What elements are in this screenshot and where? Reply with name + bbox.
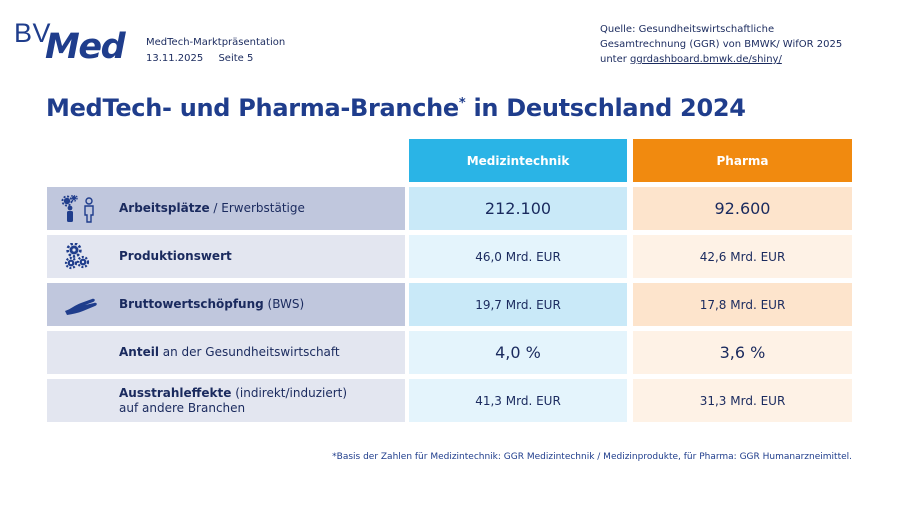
source-line-1: Quelle: Gesundheitswirtschaftliche: [600, 24, 775, 35]
row-label-bold: Ausstrahleffekte: [119, 385, 232, 400]
bvmed-logo: BV Med: [14, 18, 136, 67]
value-pharma: 17,8 Mrd. EUR: [633, 283, 852, 326]
row-label: Bruttowertschöpfung (BWS): [119, 297, 304, 312]
header-medizintechnik: Medizintechnik: [409, 139, 627, 182]
source-line-3: unter ggrdashboard.bmwk.de/shiny/: [600, 52, 890, 67]
row-label: Produktionswert: [119, 249, 232, 264]
row-label-rest: / Erwerbstätige: [209, 201, 305, 215]
gears-icon: [64, 243, 90, 270]
row-label: Arbeitsplätze / Erwerbstätige: [119, 201, 305, 216]
table-row: Bruttowertschöpfung (BWS) 19,7 Mrd. EUR …: [47, 283, 852, 326]
header-pharma: Pharma: [633, 139, 852, 182]
value-medizintechnik: 46,0 Mrd. EUR: [409, 235, 627, 278]
row-label-bold: Anteil: [119, 345, 159, 359]
table-row: Arbeitsplätze / Erwerbstätige 212.100 92…: [47, 187, 852, 230]
table-row: Anteil an der Gesundheitswirtschaft 4,0 …: [47, 331, 852, 374]
value-pharma: 92.600: [633, 187, 852, 230]
slide-title-star: *: [458, 96, 466, 111]
value-medizintechnik: 4,0 %: [409, 331, 627, 374]
slide-title-suffix: in Deutschland 2024: [465, 94, 746, 122]
table-row: Ausstrahleffekte (indirekt/induziert) auf…: [47, 379, 852, 422]
source-note: Quelle: Gesundheitswirtschaftliche Gesam…: [600, 22, 890, 67]
slide-title: MedTech- und Pharma-Branche* in Deutschl…: [46, 94, 746, 122]
value-medizintechnik: 41,3 Mrd. EUR: [409, 379, 627, 422]
value-medizintechnik: 212.100: [409, 187, 627, 230]
row-label-rest: (BWS): [263, 297, 305, 311]
footnote: *Basis der Zahlen für Medizintechnik: GG…: [332, 452, 852, 462]
row-label: Anteil an der Gesundheitswirtschaft: [119, 345, 340, 360]
row-label-cell: Anteil an der Gesundheitswirtschaft: [47, 331, 405, 374]
row-label: Ausstrahleffekte (indirekt/induziert) auf…: [119, 386, 347, 416]
table-row: Produktionswert 46,0 Mrd. EUR 42,6 Mrd. …: [47, 235, 852, 278]
presentation-meta: MedTech-Marktpräsentation 13.11.2025 Sei…: [146, 35, 285, 67]
people-gears-icon: [61, 195, 94, 223]
row-label-cell: Arbeitsplätze / Erwerbstätige: [47, 187, 405, 230]
row-label-line2: auf andere Branchen: [119, 400, 246, 415]
hand-icon: [65, 298, 97, 315]
logo-med: Med: [45, 27, 126, 67]
page-number: Seite 5: [218, 53, 254, 64]
source-prefix: unter: [600, 54, 631, 65]
source-link[interactable]: ggrdashboard.bmwk.de/shiny/: [630, 54, 782, 65]
presentation-title: MedTech-Marktpräsentation: [146, 37, 286, 48]
row-label-rest: an der Gesundheitswirtschaft: [158, 345, 340, 359]
row-label-bold: Produktionswert: [119, 249, 232, 263]
logo-bv: BV: [14, 18, 52, 48]
value-medizintechnik: 19,7 Mrd. EUR: [409, 283, 627, 326]
presentation-date: 13.11.2025: [146, 53, 204, 64]
value-pharma: 42,6 Mrd. EUR: [633, 235, 852, 278]
value-pharma: 3,6 %: [633, 331, 852, 374]
row-label-bold: Bruttowertschöpfung: [119, 297, 264, 311]
source-line-2: Gesamtrechnung (GGR) von BMWK/ WifOR 202…: [600, 39, 843, 50]
row-label-cell: Bruttowertschöpfung (BWS): [47, 283, 405, 326]
slide-title-main: MedTech- und Pharma-Branche: [46, 94, 459, 122]
row-label-bold: Arbeitsplätze: [119, 201, 210, 215]
row-label-cell: Ausstrahleffekte (indirekt/induziert) auf…: [47, 379, 405, 422]
row-label-cell: Produktionswert: [47, 235, 405, 278]
row-label-rest: (indirekt/induziert): [231, 385, 348, 400]
value-pharma: 31,3 Mrd. EUR: [633, 379, 852, 422]
